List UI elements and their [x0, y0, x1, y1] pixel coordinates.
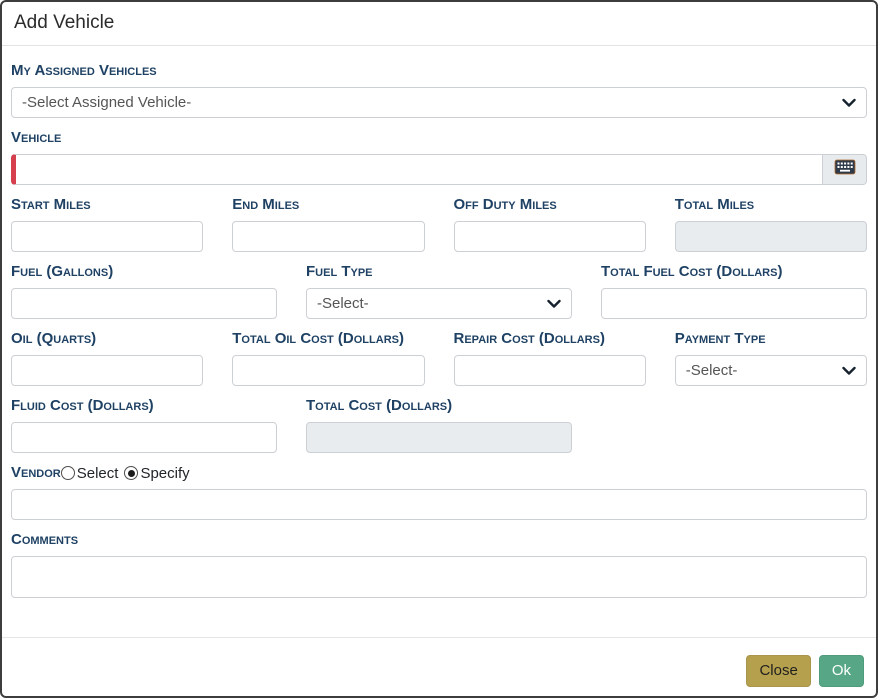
close-button[interactable]: Close — [746, 655, 811, 687]
vehicle-input[interactable] — [11, 154, 823, 185]
assigned-vehicle-select-value: -Select Assigned Vehicle- — [22, 94, 192, 111]
total-miles-input — [674, 221, 867, 252]
fuel-type-select[interactable]: -Select- — [306, 288, 572, 319]
end-miles-input[interactable] — [232, 221, 425, 252]
dialog-footer: Close Ok — [2, 637, 876, 696]
label-vendor: Vendor — [11, 464, 61, 481]
radio-checked-icon — [124, 466, 139, 480]
oil-quarts-input[interactable] — [11, 355, 204, 386]
vehicle-keyboard-button[interactable] — [823, 154, 867, 185]
label-comments: Comments — [11, 531, 79, 548]
chevron-down-icon — [842, 98, 856, 107]
label-oil-quarts: Oil (Quarts) — [11, 330, 97, 347]
label-fuel-type: Fuel Type — [306, 263, 373, 280]
chevron-down-icon — [842, 366, 856, 375]
dialog-header: Add Vehicle — [2, 2, 876, 46]
vendor-select-radio[interactable]: Select — [60, 464, 119, 482]
keyboard-icon — [834, 159, 856, 180]
payment-type-select-value: -Select- — [685, 362, 738, 379]
label-total-fuel-cost: Total Fuel Cost (Dollars) — [601, 263, 783, 280]
dialog-body: My Assigned Vehicles -Select Assigned Ve… — [2, 46, 876, 637]
off-duty-miles-input[interactable] — [453, 221, 646, 252]
repair-cost-input[interactable] — [453, 355, 646, 386]
fuel-type-select-value: -Select- — [317, 295, 369, 312]
radio-unchecked-icon — [60, 466, 75, 480]
label-payment-type: Payment Type — [674, 330, 766, 347]
payment-type-select[interactable]: -Select- — [674, 355, 867, 386]
label-my-assigned-vehicles: My Assigned Vehicles — [11, 62, 157, 79]
label-total-miles: Total Miles — [674, 196, 755, 213]
total-fuel-cost-input[interactable] — [601, 288, 867, 319]
label-fuel-gallons: Fuel (Gallons) — [11, 263, 114, 280]
vendor-select-radio-label: Select — [76, 464, 119, 482]
label-vehicle: Vehicle — [11, 129, 62, 146]
start-miles-input[interactable] — [11, 221, 204, 252]
label-start-miles: Start Miles — [11, 196, 91, 213]
fluid-cost-input[interactable] — [11, 422, 277, 453]
chevron-down-icon — [547, 299, 561, 308]
label-repair-cost: Repair Cost (Dollars) — [453, 330, 605, 347]
label-off-duty-miles: Off Duty Miles — [453, 196, 557, 213]
page-title: Add Vehicle — [14, 12, 115, 33]
comments-input[interactable] — [11, 556, 867, 598]
total-oil-cost-input[interactable] — [232, 355, 425, 386]
vendor-specify-radio[interactable]: Specify — [124, 464, 190, 482]
label-total-cost: Total Cost (Dollars) — [306, 397, 453, 414]
label-fluid-cost: Fluid Cost (Dollars) — [11, 397, 154, 414]
vendor-input[interactable] — [11, 489, 867, 520]
total-cost-input — [306, 422, 572, 453]
vendor-specify-radio-label: Specify — [140, 464, 190, 482]
label-total-oil-cost: Total Oil Cost (Dollars) — [232, 330, 404, 347]
label-end-miles: End Miles — [232, 196, 300, 213]
ok-button[interactable]: Ok — [818, 655, 864, 687]
fuel-gallons-input[interactable] — [11, 288, 277, 319]
assigned-vehicle-select[interactable]: -Select Assigned Vehicle- — [11, 87, 867, 118]
